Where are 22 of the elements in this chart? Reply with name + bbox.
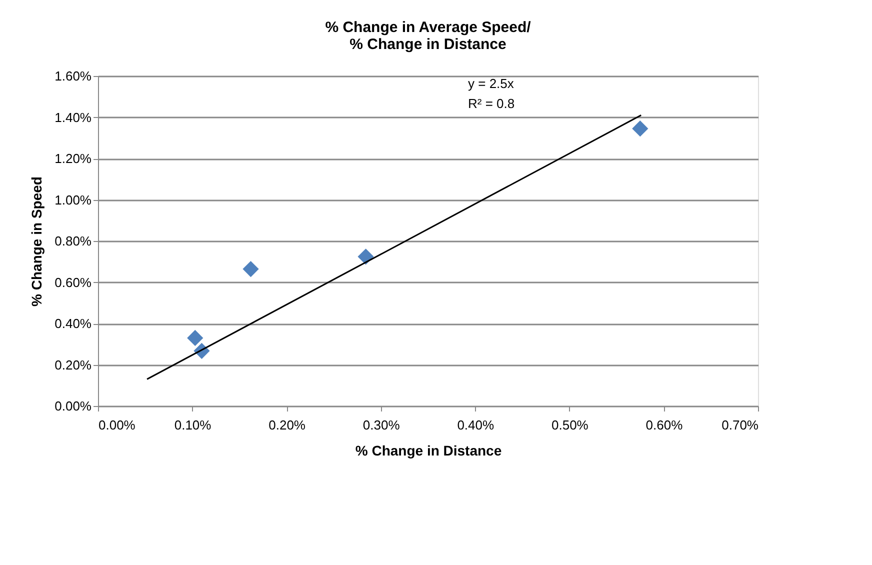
x-axis-title: % Change in Distance [355,442,502,458]
y-tick-label: 0.40% [54,316,92,331]
y-tick-label: 1.40% [54,110,92,125]
y-axis-title: % Change in Speed [28,176,45,306]
x-tick-label: 0.40% [457,418,495,432]
x-tick-label: 0.60% [646,418,684,432]
x-tick-label: 0.20% [268,418,306,432]
y-tick-label: 0.60% [54,274,92,290]
y-tick-label: 0.80% [54,234,92,248]
x-tick-label: 0.30% [362,418,400,432]
y-tick-label: 0.00% [54,398,92,414]
y-tick-label: 1.60% [54,68,92,84]
chart-title: % Change in Average Speed/ % Change in Distance [325,19,532,53]
x-tick-label: 0.10% [174,418,212,432]
y-tick-label: 1.00% [54,192,92,208]
annotation: y = 2.5x [468,76,514,91]
annotation: R² = 0.8 [468,96,515,111]
y-tick-label: 0.20% [54,357,92,372]
x-tick-label: 0.00% [98,418,136,432]
x-tick-label: 0.70% [722,418,759,432]
y-tick-label: 1.20% [54,151,92,166]
x-tick-label: 0.50% [551,418,589,432]
